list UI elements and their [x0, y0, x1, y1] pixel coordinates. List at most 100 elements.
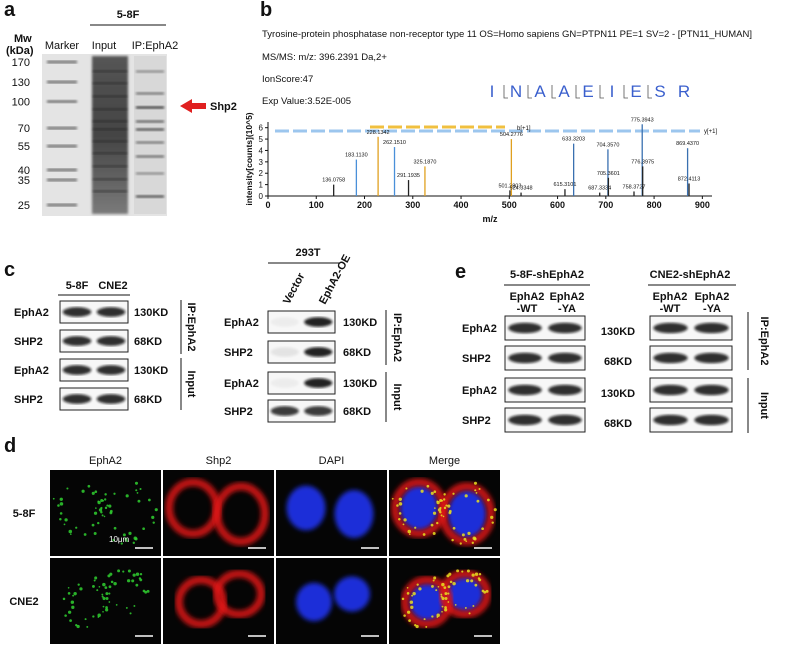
puncta [96, 589, 99, 592]
puncta [59, 512, 63, 515]
ip-band [136, 155, 164, 158]
marker-label: 170 [12, 57, 30, 69]
puncta [474, 583, 478, 587]
puncta [461, 533, 465, 537]
micrograph [389, 470, 500, 556]
puncta [64, 518, 68, 522]
puncta [71, 605, 75, 609]
puncta [92, 615, 95, 618]
y-tick-label: 6 [259, 124, 264, 133]
puncta [104, 493, 107, 496]
marker-band [47, 80, 77, 84]
input-band [93, 178, 127, 181]
puncta [105, 608, 109, 612]
y-axis-label: intensity[counts](10^5) [244, 112, 254, 205]
puncta [98, 585, 101, 588]
marker-band [47, 168, 77, 172]
band [694, 322, 729, 334]
band [96, 394, 126, 404]
scale-label: 10μm [109, 535, 130, 544]
puncta [138, 577, 142, 580]
band [304, 378, 333, 388]
puncta [396, 504, 399, 507]
row-label: SHP2 [14, 336, 43, 348]
puncta [97, 521, 100, 525]
puncta [433, 576, 437, 580]
puncta [97, 500, 100, 503]
lane-label: IP:EphA2 [132, 40, 178, 52]
size-label: 130KD [343, 378, 377, 390]
puncta [127, 569, 131, 573]
puncta [411, 594, 414, 597]
puncta [485, 589, 489, 593]
marker-band [47, 60, 77, 64]
puncta [475, 492, 478, 494]
puncta [426, 484, 430, 488]
input-band [93, 120, 127, 123]
band [694, 414, 729, 426]
peak-label: 633.3203 [562, 137, 585, 143]
row-label: SHP2 [224, 406, 253, 418]
puncta [125, 494, 129, 498]
puncta [441, 582, 445, 587]
band [270, 317, 299, 327]
puncta [124, 537, 128, 541]
row-label: EphA2 [462, 323, 497, 335]
puncta [423, 618, 426, 621]
puncta [102, 582, 106, 587]
blot [59, 387, 129, 411]
peak-label: 704.3570 [596, 142, 619, 148]
puncta [414, 526, 417, 529]
peak-label: 325.1870 [413, 159, 436, 165]
puncta [465, 540, 468, 543]
puncta [437, 585, 440, 588]
puncta [113, 492, 116, 495]
x-tick-label: 100 [309, 200, 324, 210]
puncta [418, 587, 422, 591]
puncta [474, 572, 479, 576]
puncta [135, 489, 138, 492]
puncta [481, 527, 484, 531]
puncta [102, 499, 105, 502]
input-band [93, 128, 127, 131]
puncta [102, 605, 105, 608]
puncta [72, 594, 75, 597]
micrograph [50, 558, 161, 644]
size-label: 130KD [343, 317, 377, 329]
puncta [129, 612, 132, 615]
puncta [407, 529, 412, 534]
band [653, 322, 688, 334]
peak-label: 758.3727 [623, 184, 646, 190]
puncta [67, 592, 71, 595]
puncta [447, 504, 451, 508]
band [304, 317, 333, 327]
column-label: EphA2 [695, 291, 730, 303]
puncta [139, 487, 142, 491]
input-band [93, 190, 127, 193]
puncta [112, 538, 115, 542]
band [62, 394, 92, 404]
puncta [131, 579, 135, 583]
puncta [142, 527, 145, 531]
x-tick-label: 800 [647, 200, 662, 210]
x-axis-label: m/z [482, 214, 498, 224]
lane-label: Input [92, 40, 116, 52]
peak-label: 524.3348 [510, 186, 533, 192]
peak-label: 136.0758 [322, 178, 345, 184]
ip-band [136, 92, 164, 95]
puncta [92, 584, 95, 588]
puncta [67, 586, 70, 589]
puncta [97, 613, 101, 617]
puncta [406, 610, 411, 614]
puncta [63, 523, 66, 526]
panel-label: c [4, 259, 15, 281]
cleavage [503, 85, 508, 99]
row-label: SHP2 [462, 415, 491, 427]
column-label: DAPI [319, 455, 345, 467]
puncta [113, 581, 117, 586]
puncta [391, 497, 394, 500]
puncta [107, 574, 111, 578]
puncta [152, 521, 155, 524]
puncta [448, 511, 452, 515]
column-label: Vector [281, 270, 308, 306]
